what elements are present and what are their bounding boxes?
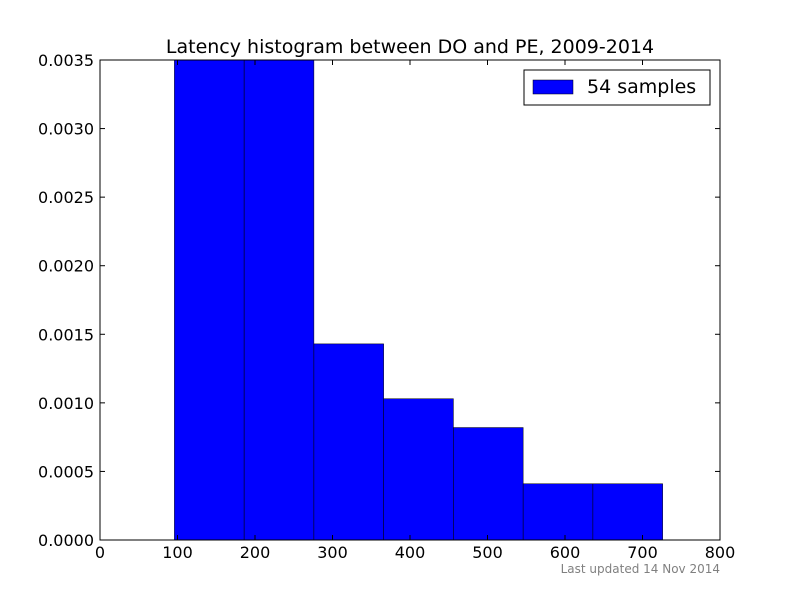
histogram-bar-5 xyxy=(453,427,524,541)
x-tick-label: 0 xyxy=(95,543,105,562)
x-tick-label: 600 xyxy=(550,543,581,562)
y-tick-label: 0.0020 xyxy=(38,257,94,276)
histogram-bar-7 xyxy=(592,483,663,541)
histogram-bar-3 xyxy=(313,343,384,541)
histogram-bar-1 xyxy=(174,59,245,541)
y-tick-label: 0.0030 xyxy=(38,120,94,139)
legend-swatch xyxy=(532,79,574,95)
x-tick-label: 800 xyxy=(705,543,736,562)
bars-group xyxy=(174,59,663,541)
y-tick-label: 0.0000 xyxy=(38,531,94,550)
x-tick-label: 100 xyxy=(162,543,193,562)
y-axis: 0.0000 0.0005 0.0010 0.0015 0.0020 0.0025 0.00… xyxy=(38,51,720,550)
histogram-bar-2 xyxy=(243,59,315,541)
x-tick-label: 200 xyxy=(240,543,271,562)
x-tick-label: 700 xyxy=(627,543,658,562)
y-tick-label: 0.0015 xyxy=(38,325,94,344)
y-tick-label: 0.0035 xyxy=(38,51,94,70)
legend-label: 54 samples xyxy=(587,76,696,98)
chart-title: Latency histogram between DO and PE, 200… xyxy=(166,36,654,58)
y-tick-label: 0.0025 xyxy=(38,188,94,207)
y-tick-label: 0.0010 xyxy=(38,394,94,413)
x-axis: 0 100 200 300 400 500 600 700 800 xyxy=(95,60,735,562)
x-tick-label: 400 xyxy=(395,543,426,562)
x-tick-label: 500 xyxy=(472,543,503,562)
last-updated-note: Last updated 14 Nov 2014 xyxy=(560,562,720,576)
legend: 54 samples xyxy=(523,69,711,106)
histogram-bar-6 xyxy=(522,483,594,541)
histogram-bar-4 xyxy=(383,398,454,541)
x-tick-label: 300 xyxy=(317,543,348,562)
y-tick-label: 0.0005 xyxy=(38,462,94,481)
